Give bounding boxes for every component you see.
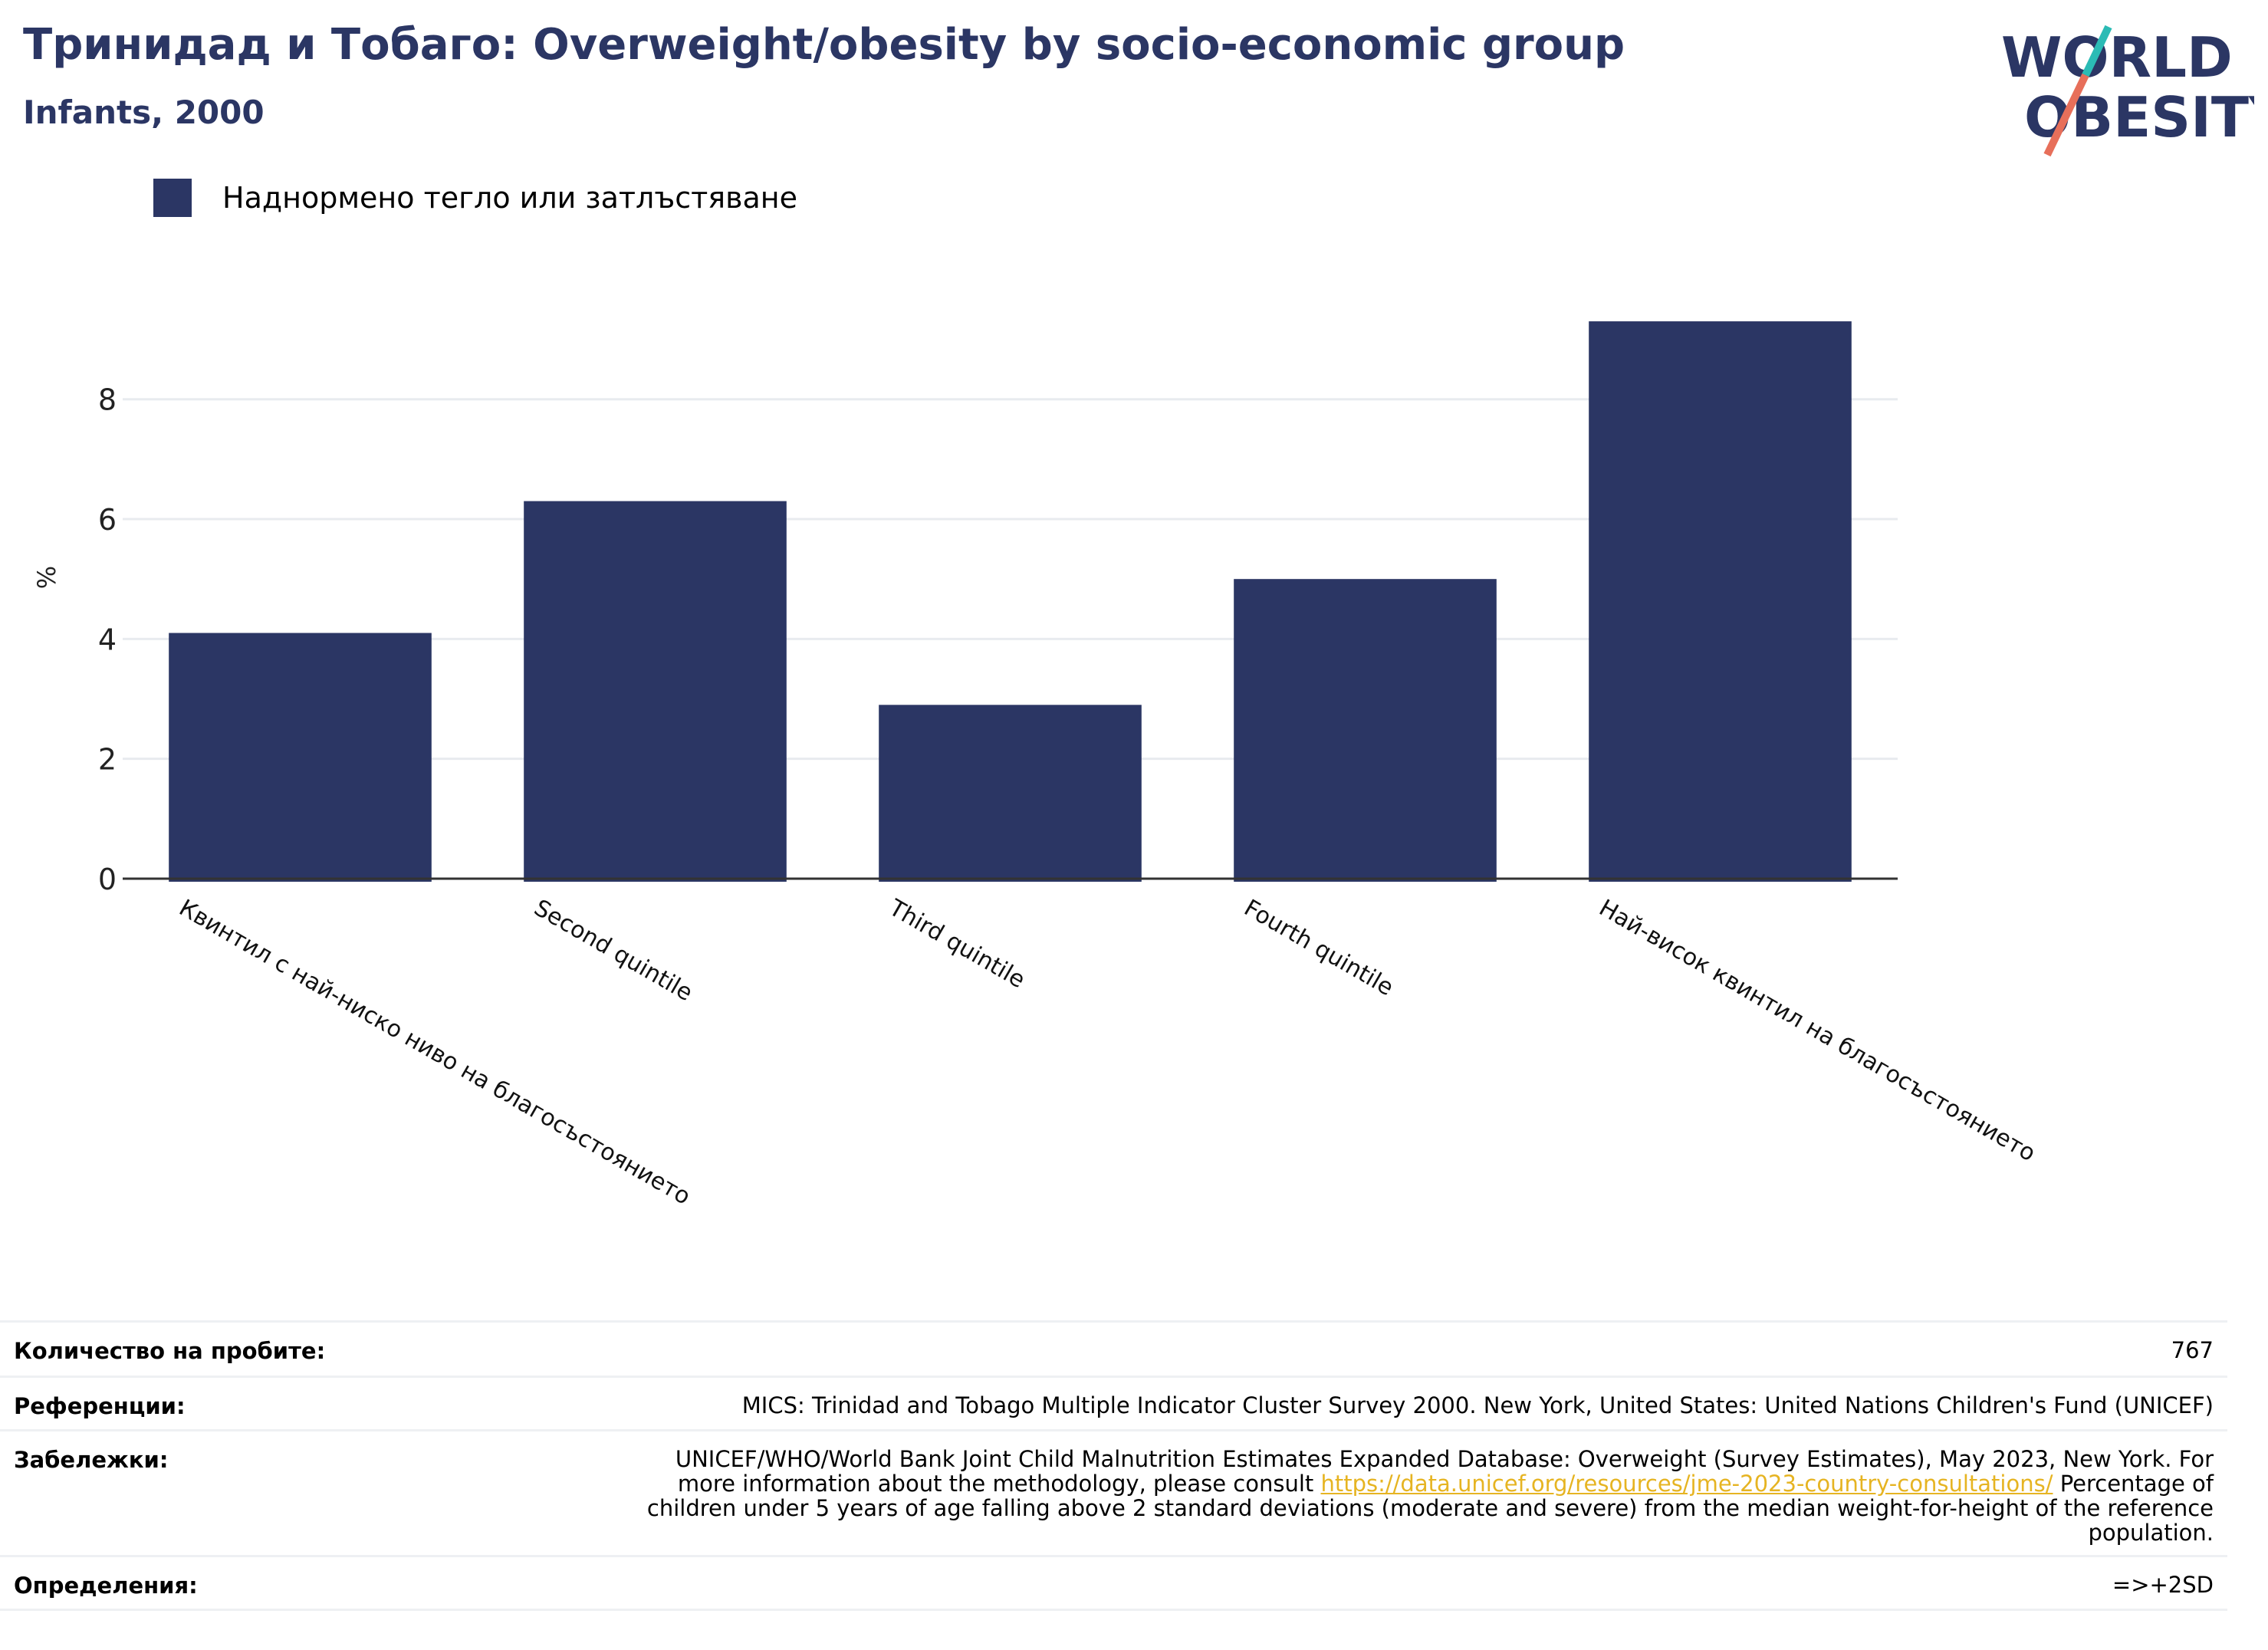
chart-title: Тринидад и Тобаго: Overweight/obesity by… bbox=[23, 20, 1625, 70]
sample-size-value: 767 bbox=[2171, 1337, 2214, 1363]
notes-line-1: UNICEF/WHO/World Bank Joint Child Malnut… bbox=[675, 1446, 2214, 1472]
bar bbox=[169, 633, 432, 882]
definitions-label: Определения: bbox=[14, 1573, 198, 1599]
notes-value: UNICEF/WHO/World Bank Joint Child Malnut… bbox=[647, 1447, 2214, 1545]
legend: Наднормено тегло или затлъстяване bbox=[153, 178, 797, 218]
chart-subtitle: Infants, 2000 bbox=[23, 94, 265, 131]
notes-line-2: more information about the methodology, … bbox=[647, 1471, 2214, 1496]
methodology-link[interactable]: https://data.unicef.org/resources/jme-20… bbox=[1320, 1471, 2053, 1497]
logo-slash-coral bbox=[2043, 73, 2089, 157]
logo-text-world: WORLD bbox=[2001, 25, 2233, 90]
notes-label: Забележки: bbox=[14, 1447, 169, 1473]
footer-bottom-rule bbox=[0, 1609, 2227, 1611]
y-axis-label: % bbox=[32, 566, 61, 589]
bar bbox=[1234, 579, 1497, 882]
world-obesity-logo: WORLD OBESITY bbox=[2001, 25, 2254, 157]
x-tick-label: Fourth quintile bbox=[1240, 895, 1399, 1002]
legend-swatch bbox=[153, 179, 192, 217]
bar bbox=[879, 705, 1142, 882]
footer-row-sample-size: Количество на пробите: 767 bbox=[0, 1320, 2227, 1378]
x-tick-label: Най-висок квинтил на благосъстоянието bbox=[1595, 895, 2040, 1168]
notes-line-2-after: Percentage of bbox=[2059, 1471, 2214, 1497]
y-tick-label: 2 bbox=[98, 743, 117, 777]
y-tick-label: 0 bbox=[98, 863, 117, 896]
references-label: Референции: bbox=[14, 1393, 186, 1419]
y-tick-label: 4 bbox=[98, 623, 117, 656]
legend-label: Наднормено тегло или затлъстяване bbox=[222, 181, 797, 215]
notes-line-3: children under 5 years of age falling ab… bbox=[646, 1495, 2214, 1521]
sample-size-label: Количество на пробите: bbox=[14, 1338, 326, 1364]
x-tick-label: Second quintile bbox=[530, 895, 698, 1007]
footer-row-definitions: Определения: =>+2SD bbox=[0, 1555, 2227, 1611]
footer-row-references: Референции: MICS: Trinidad and Tobago Mu… bbox=[0, 1376, 2227, 1431]
footer-row-notes: Забележки: UNICEF/WHO/World Bank Joint C… bbox=[0, 1429, 2227, 1557]
bar bbox=[524, 501, 787, 882]
bar bbox=[1589, 321, 1852, 882]
notes-line-2-before: more information about the methodology, … bbox=[677, 1471, 1314, 1497]
y-tick-label: 8 bbox=[98, 383, 117, 417]
references-value: MICS: Trinidad and Tobago Multiple Indic… bbox=[741, 1392, 2214, 1418]
definitions-value: =>+2SD bbox=[2112, 1572, 2214, 1598]
y-tick-label: 6 bbox=[98, 503, 117, 537]
notes-line-4: population. bbox=[2088, 1520, 2214, 1546]
logo-slash-teal bbox=[2082, 25, 2112, 77]
x-tick-label: Third quintile bbox=[884, 894, 1030, 994]
